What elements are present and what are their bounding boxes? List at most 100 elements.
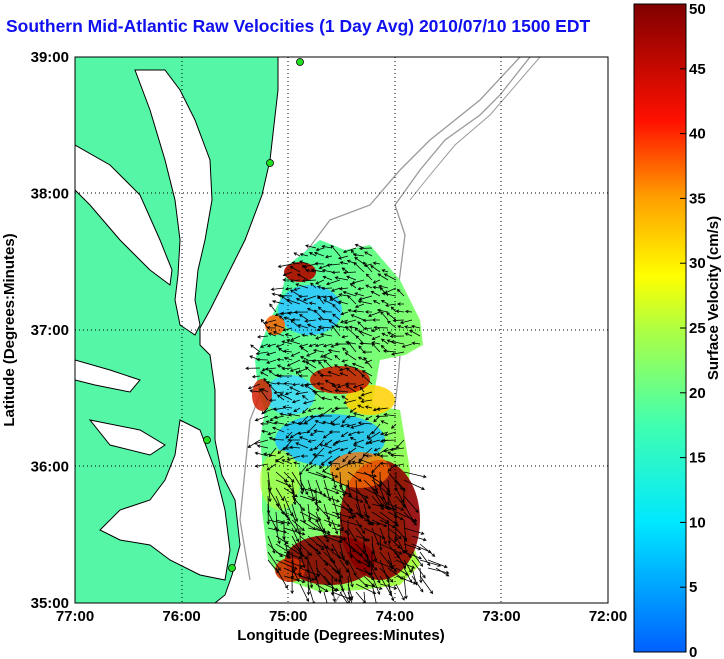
velocity-arrow <box>391 351 405 356</box>
velocity-arrow <box>357 356 365 361</box>
velocity-arrow <box>271 437 285 442</box>
velocity-arrows <box>245 243 450 603</box>
velocity-arrow <box>372 279 381 284</box>
velocity-arrow <box>382 349 397 353</box>
velocity-arrow <box>357 321 365 329</box>
velocity-arrow <box>290 351 301 357</box>
velocity-arrow <box>411 575 424 593</box>
velocity-arrow <box>353 412 365 417</box>
velocity-arrow <box>274 415 285 420</box>
velocity-arrow <box>315 247 325 252</box>
velocity-arrow <box>309 455 317 466</box>
velocity-arrow <box>291 399 301 404</box>
velocity-arrow <box>281 459 293 465</box>
velocity-arrow <box>299 495 316 502</box>
y-axis-label: Latitude (Degrees:Minutes) <box>1 233 18 426</box>
velocity-arrow <box>339 319 349 324</box>
velocity-arrow <box>343 363 357 369</box>
velocity-arrow <box>283 487 298 498</box>
velocity-arrow <box>290 335 301 341</box>
latitude-tick-label: 37:00 <box>31 322 69 339</box>
velocity-arrow <box>289 289 301 297</box>
velocity-arrow <box>259 371 269 377</box>
velocity-arrow <box>345 382 357 386</box>
velocity-arrow <box>323 479 332 502</box>
velocity-arrow <box>312 348 325 353</box>
velocity-arrow <box>349 283 357 289</box>
velocity-arrow <box>383 447 397 453</box>
velocity-arrow <box>317 317 333 321</box>
bay-detail-1 <box>88 419 166 456</box>
velocity-arrow <box>299 535 319 552</box>
velocity-arrow <box>403 559 412 573</box>
velocity-arrow <box>263 377 269 385</box>
map-title: Southern Mid-Atlantic Raw Velocities (1 … <box>6 16 591 36</box>
velocity-arrow <box>313 251 325 257</box>
velocity-arrow <box>293 287 301 291</box>
velocity-arrow <box>378 535 383 551</box>
velocity-arrow <box>404 325 413 329</box>
velocity-arrow <box>389 453 405 458</box>
velocity-arrow <box>307 567 314 589</box>
velocity-arrow <box>379 527 387 545</box>
velocity-arrow <box>355 335 365 345</box>
velocity-arrow <box>323 535 343 544</box>
bay-detail-2 <box>75 359 141 393</box>
latitude-tick-label: 36:00 <box>31 459 69 476</box>
velocity-arrow <box>346 367 357 377</box>
velocity-arrow <box>337 300 349 305</box>
velocity-arrow <box>267 519 285 525</box>
velocity-arrow <box>339 261 349 265</box>
velocity-arrow <box>363 511 373 526</box>
velocity-arrow <box>308 301 317 306</box>
velocity-arrow <box>302 407 309 414</box>
velocity-arrow <box>327 370 341 377</box>
velocity-arrow <box>299 479 309 496</box>
velocity-arrow <box>347 559 357 577</box>
velocity-arrow <box>365 284 373 289</box>
velocity-arrow <box>323 299 333 305</box>
velocity-arrow <box>358 458 373 465</box>
velocity-arrow <box>390 340 405 345</box>
velocity-arrow <box>251 374 261 379</box>
velocity-arrow <box>396 302 405 306</box>
velocity-arrow <box>359 341 373 346</box>
velocity-arrow <box>319 332 333 337</box>
velocity-arrow <box>290 319 301 329</box>
velocity-arrow <box>284 391 293 396</box>
velocity-arrow <box>283 356 293 361</box>
velocity-arrow <box>317 295 325 305</box>
velocity-arrow <box>395 479 406 492</box>
velocity-arrow <box>245 366 261 371</box>
velocity-arrow <box>357 286 365 291</box>
velocity-arrow <box>329 296 341 305</box>
velocity-arrow <box>278 315 285 321</box>
velocity-arrow <box>333 396 341 401</box>
velocity-arrow <box>270 287 285 291</box>
velocity-arrow <box>317 406 325 411</box>
latitude-tick-label: 39:00 <box>31 49 69 66</box>
velocity-arrow <box>380 311 389 321</box>
velocity-arrow <box>371 495 384 511</box>
velocity-arrow <box>404 309 413 314</box>
velocity-arrow <box>323 471 339 478</box>
velocity-arrow <box>310 282 317 289</box>
velocity-arrow <box>283 575 306 584</box>
velocity-arrow <box>381 332 389 337</box>
longitude-tick-label: 75:00 <box>269 608 307 625</box>
velocity-arrow <box>275 543 291 554</box>
velocity-arrow <box>411 341 421 345</box>
velocity-arrow <box>276 357 285 362</box>
velocity-arrow <box>320 351 333 358</box>
velocity-arrow <box>339 372 349 377</box>
velocity-arrow <box>291 567 300 583</box>
velocity-arrow <box>332 313 341 321</box>
velocity-arrow <box>381 438 397 443</box>
velocity-arrow <box>291 527 300 543</box>
velocity-arrow <box>379 543 403 555</box>
velocity-arrow <box>275 567 288 589</box>
velocity-arrow <box>371 543 378 562</box>
velocity-arrow <box>271 299 285 305</box>
x-axis-label: Longitude (Degrees:Minutes) <box>237 627 445 644</box>
velocity-arrow <box>315 279 325 285</box>
